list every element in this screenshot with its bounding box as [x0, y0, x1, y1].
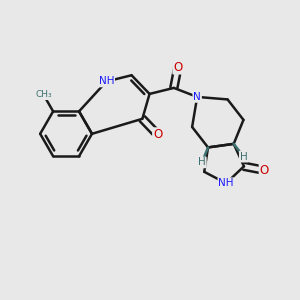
Text: CH₃: CH₃: [35, 90, 52, 99]
Text: H: H: [198, 158, 206, 167]
Text: NH: NH: [218, 178, 234, 188]
Text: H: H: [240, 152, 248, 162]
Text: NH: NH: [99, 76, 114, 86]
Text: O: O: [260, 164, 269, 177]
Text: N: N: [193, 92, 201, 102]
Text: O: O: [173, 61, 182, 74]
Text: O: O: [153, 128, 162, 141]
